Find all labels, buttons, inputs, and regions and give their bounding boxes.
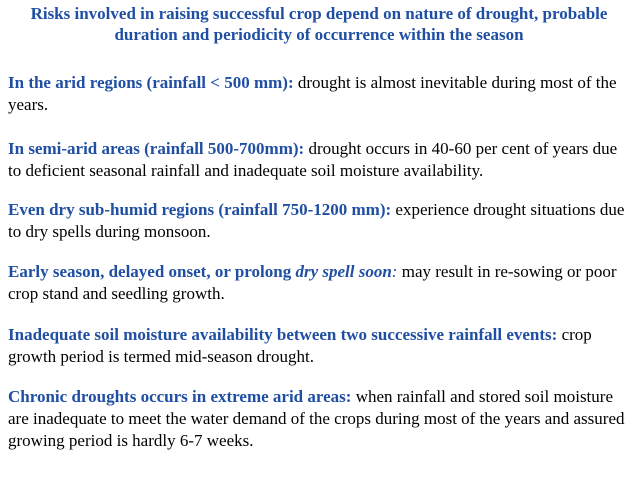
paragraph-body: experience drought situations due to dry… [8, 200, 625, 241]
paragraph-body: when rainfall and stored soil moisture a… [8, 387, 625, 450]
paragraph-lead: Chronic droughts occurs in extreme arid … [8, 387, 352, 406]
paragraph-body: crop growth period is termed mid-season … [8, 325, 592, 366]
paragraph-mid-season: Inadequate soil moisture availability be… [8, 324, 632, 368]
paragraph-lead-italic: dry spell soon [295, 262, 392, 281]
paragraph-colon: : [391, 262, 398, 281]
paragraph-body: drought occurs in 40-60 per cent of year… [8, 139, 618, 180]
paragraph-lead: In the arid regions (rainfall < 500 mm): [8, 73, 294, 92]
paragraph-lead: Inadequate soil moisture availability be… [8, 325, 558, 344]
paragraph-body: may result in re-sowing or poor crop sta… [8, 262, 617, 303]
paragraph-semi-arid: In semi-arid areas (rainfall 500-700mm):… [8, 138, 632, 182]
paragraph-lead: In semi-arid areas (rainfall 500-700mm): [8, 139, 305, 158]
paragraph-lead: Early season, delayed onset, or prolong [8, 262, 296, 281]
paragraph-body: drought is almost inevitable during most… [8, 73, 617, 114]
paragraph-arid: In the arid regions (rainfall < 500 mm):… [8, 72, 632, 116]
paragraph-lead: Even dry sub-humid regions (rainfall 750… [8, 200, 392, 219]
paragraph-sub-humid: Even dry sub-humid regions (rainfall 750… [8, 199, 632, 243]
paragraph-chronic: Chronic droughts occurs in extreme arid … [8, 386, 632, 452]
slide-title: Risks involved in raising successful cro… [30, 4, 608, 44]
paragraph-early-season: Early season, delayed onset, or prolong … [8, 261, 632, 305]
